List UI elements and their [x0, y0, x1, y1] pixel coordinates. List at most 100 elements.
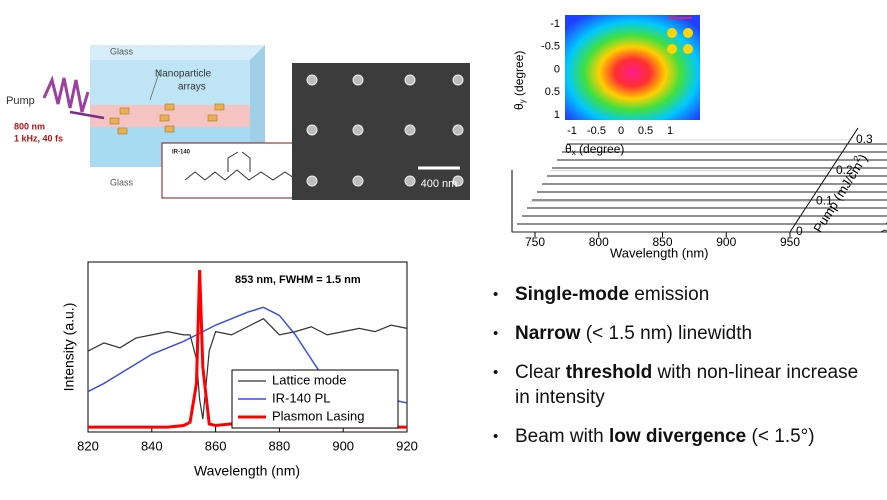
- axis: [789, 127, 859, 233]
- label: Nanoparticle: [155, 69, 212, 80]
- bullet-list: Single-mode emission Narrow (< 1.5 nm) li…: [487, 282, 867, 463]
- spectrum: [552, 167, 887, 169]
- particle: [352, 124, 364, 136]
- glass-top: [90, 60, 250, 105]
- pump-arrow: [69, 110, 105, 120]
- spectrum: [517, 222, 887, 225]
- bullet: Clear threshold with non-linear increase…: [487, 360, 867, 410]
- divergence-map: [565, 15, 700, 120]
- particle: [352, 74, 364, 86]
- molecule: [184, 151, 298, 181]
- particle: [404, 124, 416, 136]
- x-tick-label: 820: [77, 438, 99, 453]
- dye-layer: [90, 105, 250, 127]
- pump-pulse: [42, 75, 90, 113]
- particle: [452, 175, 464, 187]
- plot-frame: [87, 261, 408, 433]
- spectrum: [537, 191, 887, 193]
- label: Glass: [110, 177, 134, 187]
- spectrum: [567, 143, 887, 145]
- particle: [404, 175, 416, 187]
- tick-label: 900: [716, 235, 736, 249]
- tick-label: 850: [652, 235, 672, 249]
- nanoparticles: [109, 103, 225, 135]
- particle: [452, 74, 464, 86]
- glass-top-face: [90, 45, 265, 60]
- inset-x-label: θx (degree): [565, 142, 624, 157]
- bullet: Beam with low divergence (< 1.5°): [487, 424, 867, 449]
- text: Beam with: [515, 426, 609, 447]
- particle: [452, 124, 464, 136]
- scale-label: 400 nm: [421, 178, 458, 190]
- x-tick-label: 840: [141, 438, 163, 453]
- x-axis-label: Wavelength (nm): [610, 245, 709, 260]
- tick-label: -0.5: [587, 125, 606, 137]
- label: IR-140: [172, 150, 191, 156]
- particle: [306, 124, 318, 136]
- tick-label: 0.1: [816, 194, 833, 208]
- particle: [404, 74, 416, 86]
- rest: (degree): [512, 51, 526, 100]
- x-tick-label: 860: [205, 438, 227, 453]
- leader: [149, 69, 161, 101]
- array-icon: [667, 28, 693, 54]
- tick-label: 800: [589, 235, 609, 249]
- bold-text: low divergence: [608, 426, 747, 447]
- particle: [306, 74, 318, 86]
- label: Glass: [110, 46, 134, 56]
- spectrum: [547, 175, 887, 177]
- legend-label: Lattice mode: [272, 372, 346, 387]
- glass-side: [250, 45, 265, 167]
- tick-label: 0: [618, 125, 624, 137]
- bold-text: threshold: [565, 362, 653, 383]
- symbol: θ: [565, 142, 572, 156]
- spectrum: [512, 229, 887, 233]
- bullet: Single-mode emission: [487, 282, 867, 307]
- symbol: θ: [512, 103, 526, 110]
- inset-y-label: θy (degree): [512, 51, 527, 110]
- tick-label: 0: [554, 63, 560, 75]
- tick-label: 0.5: [545, 86, 560, 98]
- x-tick-label: 900: [332, 438, 354, 453]
- spectrum: [557, 159, 887, 161]
- tick-label: 1: [667, 125, 673, 137]
- label: arrays: [178, 82, 206, 93]
- label: 800 nm: [14, 121, 45, 131]
- bold-text: Single-mode: [515, 284, 630, 305]
- tick-label: -1: [550, 18, 560, 30]
- legend-label: Plasmon Lasing: [272, 408, 365, 423]
- tick-label: 0: [796, 224, 803, 238]
- label: 1 kHz, 40 fs: [14, 133, 63, 143]
- text: with non-linear increase in intensity: [515, 362, 859, 408]
- text: emission: [629, 284, 710, 305]
- tick-label: 0.3: [856, 132, 873, 146]
- sem-image: [292, 63, 470, 200]
- annotation: 853 nm, FWHM = 1.5 nm: [235, 274, 361, 286]
- x-axis-label: Wavelength (nm): [194, 463, 300, 479]
- tick-label: 0.2: [836, 163, 853, 177]
- text: Clear: [515, 362, 566, 383]
- tick-label: -0.5: [541, 41, 560, 53]
- spectrum: [532, 199, 887, 201]
- spectrum: [542, 183, 887, 185]
- spectrum: [562, 151, 887, 153]
- sup: 2: [851, 154, 862, 164]
- text: (< 1.5°): [746, 426, 815, 447]
- sub: x: [572, 148, 576, 157]
- tick-label: 1: [554, 109, 560, 121]
- tick-label: 750: [525, 235, 545, 249]
- spectrum: [522, 215, 887, 217]
- bold-text: Narrow: [515, 323, 581, 344]
- spectrum: [527, 207, 887, 209]
- particle: [306, 175, 318, 187]
- legend-label: IR-140 PL: [272, 390, 331, 405]
- particle: [352, 175, 364, 187]
- tick-label: 950: [780, 235, 800, 249]
- x-tick-label: 920: [396, 438, 418, 453]
- line-chart: 820 840 860 880 900 920 Lattice mode IR-140 PL P…: [77, 270, 418, 453]
- tick-label: -1: [567, 125, 577, 137]
- sem-dots: [306, 74, 464, 187]
- bullet: Narrow (< 1.5 nm) linewidth: [487, 321, 867, 346]
